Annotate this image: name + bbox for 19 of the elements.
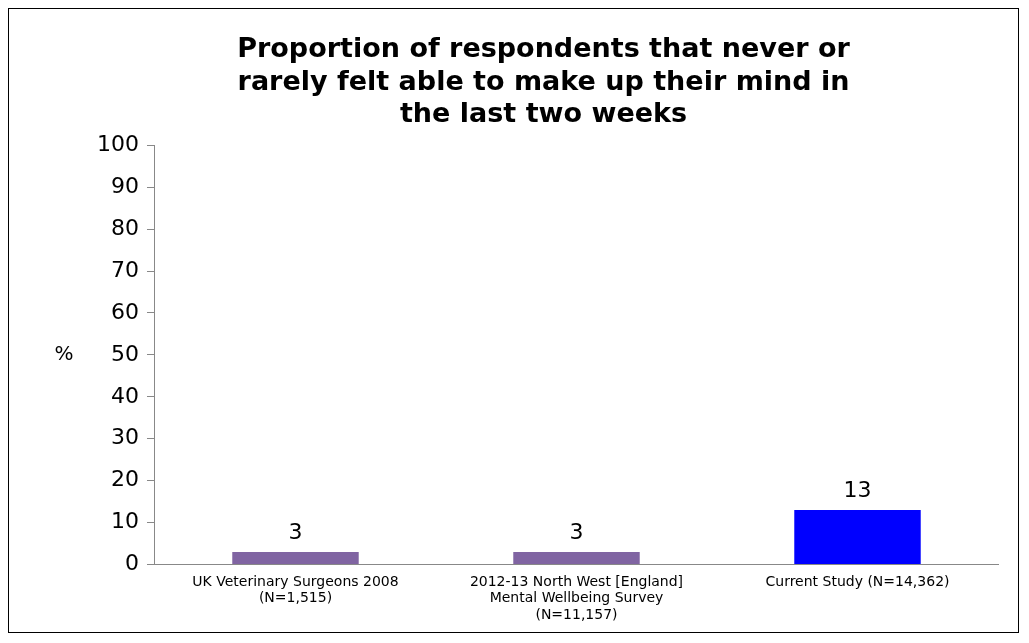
y-tick-label: 0 [124,550,139,576]
y-tick-label: 90 [110,172,139,198]
data-label: 13 [843,476,872,502]
y-tick-label: 60 [110,298,139,324]
y-tick-label: 20 [110,466,139,492]
data-label: 3 [569,518,584,544]
y-axis-title: % [54,341,74,366]
y-tick-label: 30 [110,424,139,450]
y-tick-label: 80 [110,214,139,240]
y-tick-label: 40 [110,382,139,408]
x-tick-label: 2012-13 North West [England] Mental Wellbeing Survey (N=11,157) [469,572,684,623]
x-tick-label: Current Study (N=14,362) [765,572,950,589]
y-tick-label: 50 [110,340,139,366]
chart-title: Proportion of respondents that never or rarely felt able to make up their mind in the last two weeks [237,32,851,129]
y-tick-label: 10 [110,508,139,534]
x-tick-label: UK Veterinary Surgeons 2008 (N=1,515) [192,572,399,606]
y-tick-label: 70 [110,256,139,282]
data-label: 3 [288,518,303,544]
y-tick-label: 100 [96,130,139,156]
